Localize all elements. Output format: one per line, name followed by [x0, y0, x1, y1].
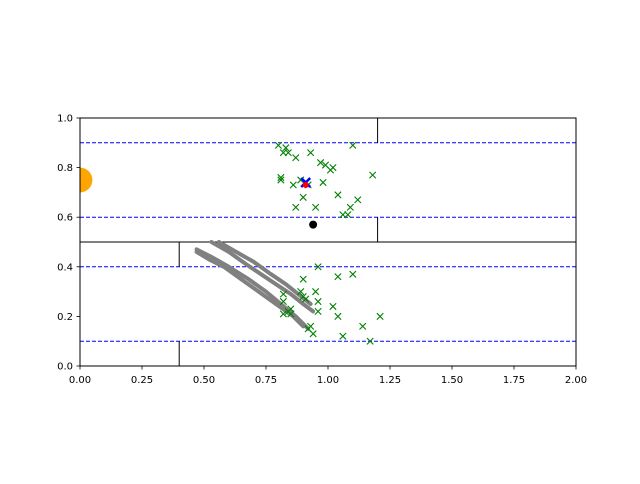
x-marker	[334, 191, 342, 199]
x-marker	[297, 288, 305, 296]
y-tick-label: 0.0	[57, 362, 73, 373]
y-tick-label: 1.0	[57, 114, 73, 125]
x-marker	[302, 295, 310, 303]
x-marker	[292, 154, 300, 162]
x-tick-label: 2.00	[565, 375, 587, 386]
position-dot	[309, 220, 318, 229]
x-tick-label: 0.00	[69, 375, 91, 386]
x-marker	[299, 193, 307, 201]
x-marker	[279, 290, 287, 298]
x-marker	[344, 211, 352, 219]
x-marker	[346, 203, 354, 211]
x-marker	[366, 337, 374, 345]
x-marker	[319, 178, 327, 187]
x-tick-label: 1.25	[379, 375, 401, 386]
x-marker	[284, 149, 292, 157]
x-marker	[354, 196, 362, 204]
x-marker	[334, 312, 342, 320]
x-marker	[279, 297, 287, 306]
x-marker	[292, 203, 300, 211]
x-marker	[369, 171, 377, 179]
trail-path	[194, 247, 311, 331]
x-marker	[312, 203, 320, 211]
x-marker	[312, 288, 320, 296]
x-marker	[299, 275, 307, 283]
x-marker	[277, 173, 285, 182]
x-tick-label: 1.50	[441, 375, 463, 386]
x-marker	[297, 176, 305, 184]
y-tick-label: 0.2	[57, 312, 73, 323]
x-marker	[316, 159, 325, 167]
y-tick-label: 0.4	[57, 262, 73, 273]
x-marker	[277, 176, 285, 184]
trail-path	[209, 240, 316, 314]
y-tick-label: 0.6	[57, 213, 73, 224]
goal-circle	[80, 167, 93, 193]
x-marker	[329, 302, 337, 311]
x-marker	[282, 144, 290, 152]
x-marker	[287, 310, 295, 318]
x-marker	[349, 141, 357, 149]
x-marker	[339, 332, 347, 340]
x-marker	[274, 141, 282, 149]
x-marker	[349, 270, 357, 278]
x-marker	[307, 149, 315, 157]
x-tick-label: 1.75	[503, 375, 525, 386]
x-marker	[329, 164, 337, 172]
x-marker	[314, 307, 322, 316]
x-marker	[289, 181, 297, 189]
target-dot	[302, 181, 309, 188]
x-marker	[279, 310, 287, 318]
x-marker	[309, 330, 317, 338]
x-marker	[314, 297, 322, 306]
x-tick-label: 0.50	[193, 375, 215, 386]
x-tick-label: 0.25	[131, 375, 153, 386]
y-tick-label: 0.8	[57, 163, 73, 174]
x-marker	[334, 273, 342, 281]
x-tick-label: 0.75	[255, 375, 277, 386]
x-marker	[359, 322, 367, 330]
x-marker	[314, 263, 322, 271]
trail-path	[194, 249, 306, 329]
x-tick-label: 1.00	[317, 375, 339, 386]
x-marker	[376, 312, 384, 320]
